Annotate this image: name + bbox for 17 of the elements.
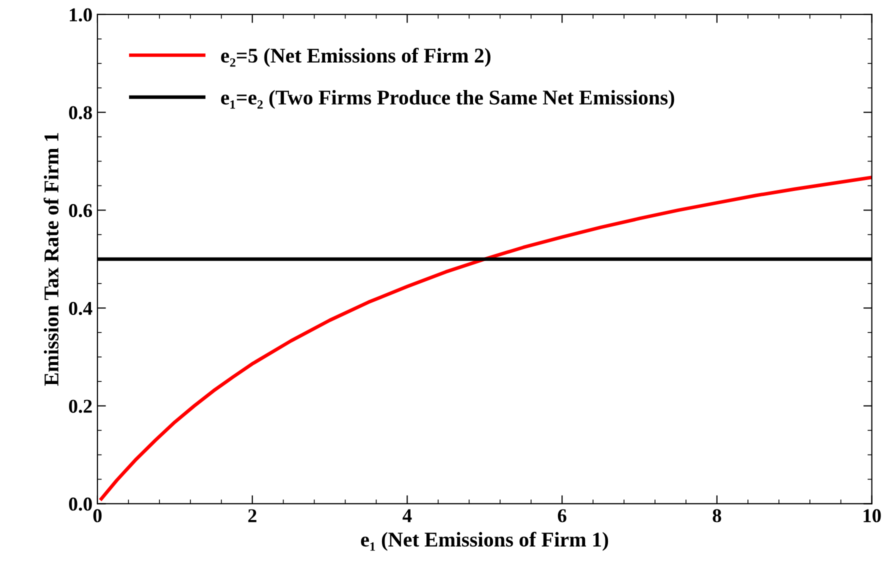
y-tick-label: 0.6 — [69, 204, 92, 218]
x-axis-title: e₁ (Net Emissions of Firm 1) — [361, 532, 608, 551]
x-tick-label: 8 — [712, 509, 722, 522]
x-tick-label: 10 — [864, 509, 881, 522]
x-tick-label: 6 — [558, 509, 566, 522]
line-series — [100, 176, 872, 501]
legend-label: e₂=5 (Net Emissions of Firm 2) — [221, 48, 490, 67]
x-tick-label: 2 — [248, 509, 256, 522]
legend-label: e₁=e₂ (Two Firms Produce the Same Net Emissions) — [221, 90, 674, 109]
y-tick-label: 0.2 — [69, 400, 92, 413]
x-tick-label: 0 — [93, 509, 102, 522]
x-tick-label: 4 — [402, 509, 412, 522]
y-tick-label: 0.0 — [69, 498, 92, 511]
y-tick-label: 0.8 — [69, 106, 92, 120]
y-tick-label: 1.0 — [70, 8, 92, 22]
y-axis-title: Emission Tax Rate of Firm 1 — [44, 133, 59, 386]
y-tick-label: 0.4 — [69, 302, 92, 316]
